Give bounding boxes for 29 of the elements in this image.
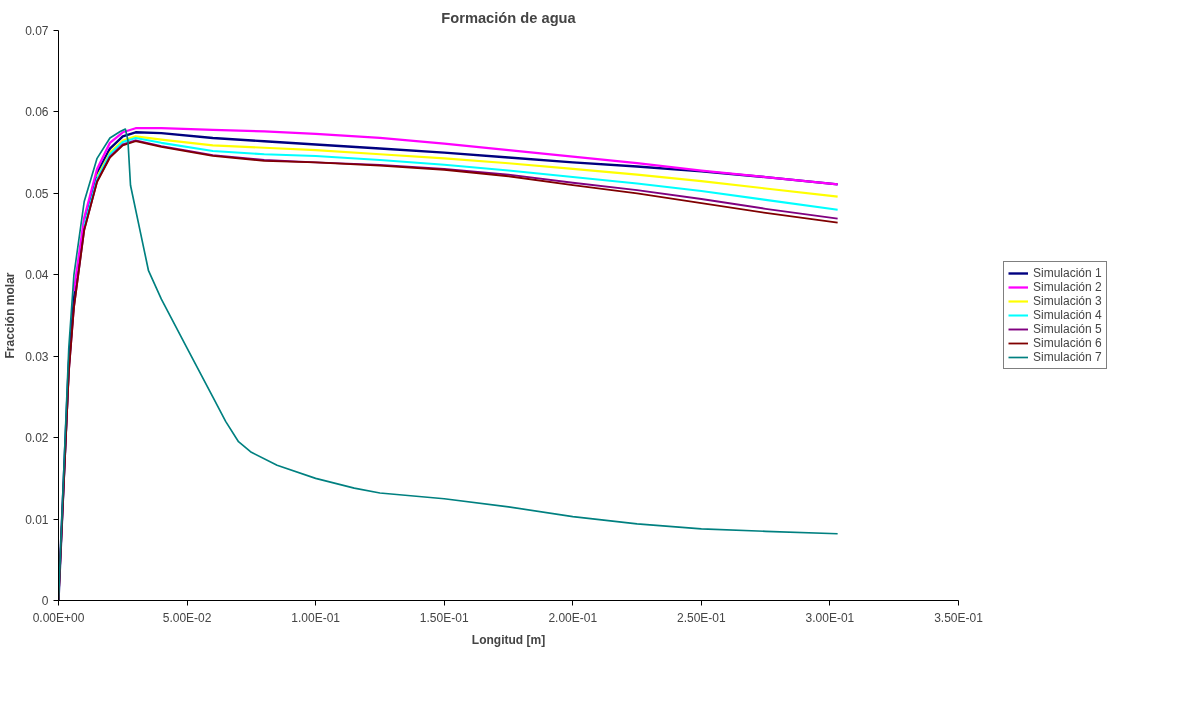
legend-label: Simulación 3 [1033,294,1102,308]
x-tick-label: 2.50E-01 [677,610,727,625]
x-tick-label: 1.00E-01 [291,610,341,625]
legend-label: Simulación 5 [1033,322,1102,336]
line-series [95,135,839,198]
y-tick-label: 0.06 [25,105,49,120]
chart-title: Formación de agua [441,9,577,26]
y-tick-label: 0.04 [25,268,49,283]
y-tick-label: 0.07 [25,24,49,38]
legend-label: Simulación 7 [1033,350,1102,364]
y-tick-label: 0.05 [25,186,49,201]
x-tick-label: 2.00E-01 [548,610,598,625]
legend-label: Simulación 6 [1033,336,1102,350]
x-tick-label: 3.50E-01 [934,610,984,625]
line-series [83,136,839,227]
y-axis-title: Fracción molar [3,272,18,359]
y-tick-label: 0.03 [25,349,49,364]
x-tick-label: 3.00E-01 [805,610,855,625]
x-axis-title: Longitud [m] [471,632,546,647]
y-tick-label: 0 [41,594,49,608]
x-tick-label: 1.50E-01 [419,610,469,625]
legend-label: Simulación 4 [1033,308,1102,322]
y-tick-label: 0.01 [25,512,49,527]
legend-label: Simulación 1 [1033,266,1102,280]
legend-label: Simulación 2 [1033,280,1102,294]
line-series [72,127,839,293]
x-tick-label: 0.00E+00 [32,610,85,625]
x-tick-label: 5.00E-02 [162,610,212,625]
y-tick-label: 0.02 [25,431,49,446]
